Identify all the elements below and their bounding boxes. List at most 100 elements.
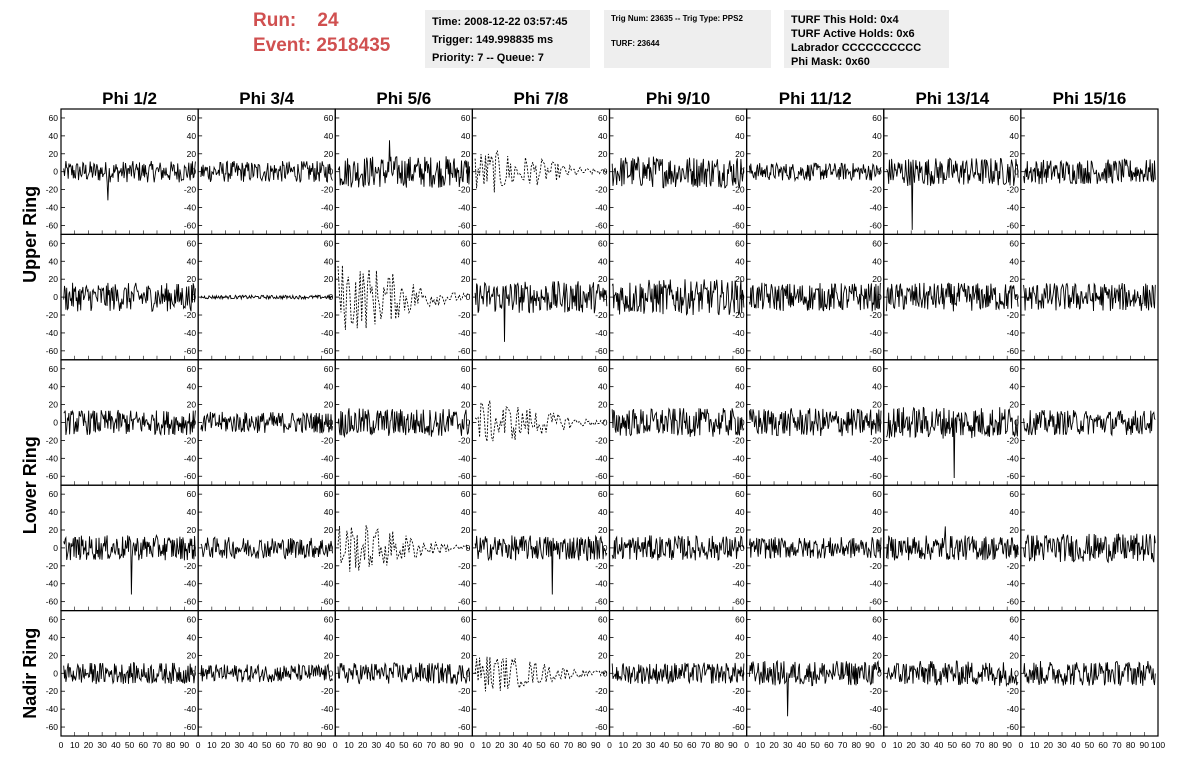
y-tick-label: 20 <box>324 149 334 159</box>
y-tick-label: 60 <box>735 113 745 123</box>
y-tick-label: 20 <box>49 400 59 410</box>
y-tick-label: 40 <box>735 632 745 642</box>
y-tick-label: -40 <box>321 328 334 338</box>
waveform-trace <box>748 659 882 717</box>
y-tick-label: 20 <box>872 400 882 410</box>
y-tick-label: 0 <box>877 543 882 553</box>
y-tick-label: -40 <box>321 203 334 213</box>
y-tick-label: -20 <box>458 310 471 320</box>
x-tick-label: 60 <box>687 740 697 750</box>
y-tick-label: 60 <box>324 489 334 499</box>
y-tick-label: 0 <box>603 543 608 553</box>
y-tick-label: -40 <box>46 579 59 589</box>
y-tick-label: -20 <box>184 435 197 445</box>
y-tick-label: 20 <box>187 650 197 660</box>
x-tick-label: 80 <box>440 740 450 750</box>
y-tick-label: 20 <box>461 274 471 284</box>
waveform-trace <box>337 140 471 188</box>
waveform-trace <box>474 150 608 193</box>
event-row: Event: 2518435 <box>253 33 390 58</box>
y-tick-label: 40 <box>872 632 882 642</box>
y-tick-label: 40 <box>1009 632 1019 642</box>
y-tick-label: 60 <box>1009 489 1019 499</box>
waveform-trace <box>1023 158 1156 185</box>
y-tick-label: 40 <box>49 632 59 642</box>
waveform-trace <box>474 280 608 342</box>
y-tick-label: 20 <box>1009 274 1019 284</box>
y-tick-label: -40 <box>46 203 59 213</box>
x-tick-label: 60 <box>550 740 560 750</box>
x-tick-label: 40 <box>111 740 121 750</box>
y-tick-label: 60 <box>461 113 471 123</box>
waveform-trace <box>611 156 745 189</box>
panel-frame <box>471 609 611 737</box>
y-tick-label: 0 <box>603 418 608 428</box>
y-tick-label: -20 <box>46 310 59 320</box>
y-tick-label: -60 <box>321 220 334 230</box>
y-tick-label: -60 <box>869 220 882 230</box>
y-tick-label: 40 <box>735 507 745 517</box>
y-tick-label: -40 <box>869 579 882 589</box>
x-tick-label: 60 <box>139 740 149 750</box>
y-tick-label: 0 <box>329 543 334 553</box>
y-tick-label: 60 <box>598 615 608 625</box>
y-tick-label: -20 <box>458 686 471 696</box>
y-tick-label: -60 <box>458 471 471 481</box>
y-tick-label: 60 <box>598 113 608 123</box>
y-tick-label: -60 <box>869 722 882 732</box>
y-tick-label: 0 <box>191 418 196 428</box>
y-tick-label: 20 <box>461 400 471 410</box>
y-tick-label: 20 <box>324 274 334 284</box>
waveform-trace <box>200 663 333 683</box>
y-tick-label: -20 <box>869 310 882 320</box>
x-tick-label: 90 <box>728 740 738 750</box>
y-tick-label: 0 <box>191 668 196 678</box>
x-tick-label: 10 <box>481 740 491 750</box>
y-tick-label: -20 <box>1007 561 1020 571</box>
y-tick-label: 60 <box>49 615 59 625</box>
y-tick-label: -40 <box>732 704 745 714</box>
x-tick-label: 60 <box>276 740 286 750</box>
y-tick-label: -40 <box>732 328 745 338</box>
y-tick-label: 60 <box>461 238 471 248</box>
y-tick-label: 20 <box>324 525 334 535</box>
y-tick-label: 20 <box>598 149 608 159</box>
y-tick-label: 0 <box>466 668 471 678</box>
waveform-trace <box>1023 282 1156 312</box>
run-row: Run: 24 <box>253 8 390 33</box>
y-tick-label: 60 <box>49 238 59 248</box>
y-tick-label: -20 <box>458 561 471 571</box>
y-tick-label: -60 <box>869 471 882 481</box>
y-tick-label: 40 <box>461 507 471 517</box>
y-tick-label: 60 <box>872 113 882 123</box>
y-tick-label: -60 <box>46 722 59 732</box>
column-header: Phi 15/16 <box>1053 89 1127 108</box>
column-header: Phi 3/4 <box>239 89 294 108</box>
y-tick-label: 40 <box>598 632 608 642</box>
y-tick-label: 40 <box>872 507 882 517</box>
y-tick-label: 40 <box>49 507 59 517</box>
x-tick-label: 50 <box>1085 740 1095 750</box>
x-tick-label: 90 <box>591 740 601 750</box>
y-tick-label: 20 <box>49 525 59 535</box>
waveform-trace <box>200 160 333 183</box>
y-tick-label: -40 <box>458 453 471 463</box>
y-tick-label: -20 <box>46 686 59 696</box>
y-tick-label: -20 <box>321 310 334 320</box>
x-tick-label: 70 <box>152 740 162 750</box>
y-tick-label: 0 <box>466 418 471 428</box>
y-tick-label: -20 <box>46 561 59 571</box>
y-tick-label: 0 <box>877 668 882 678</box>
waveform-trace <box>200 411 333 434</box>
y-tick-label: 40 <box>324 507 334 517</box>
y-tick-label: 20 <box>461 149 471 159</box>
y-tick-label: -20 <box>732 310 745 320</box>
column-header: Phi 5/6 <box>376 89 431 108</box>
y-tick-label: 20 <box>49 149 59 159</box>
y-tick-label: -40 <box>1007 203 1020 213</box>
waveform-trace <box>474 400 607 442</box>
x-tick-label: 70 <box>1112 740 1122 750</box>
y-tick-label: 20 <box>1009 149 1019 159</box>
waveform-trace <box>337 408 471 439</box>
y-tick-label: 0 <box>329 668 334 678</box>
